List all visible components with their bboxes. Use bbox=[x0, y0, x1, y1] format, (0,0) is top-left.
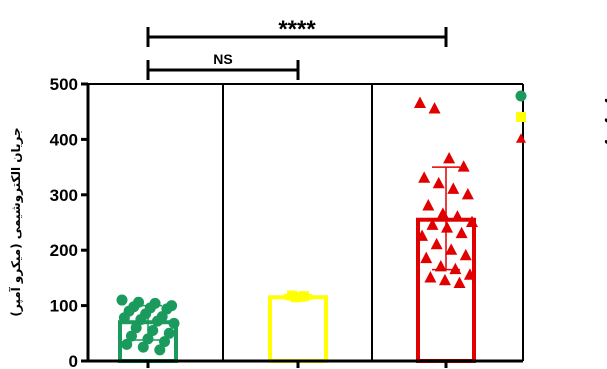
legend: منفی مشکوک مثبت bbox=[515, 90, 607, 148]
significance-label: **** bbox=[278, 16, 316, 43]
data-point bbox=[154, 344, 166, 356]
data-point bbox=[466, 215, 478, 228]
data-point bbox=[414, 96, 426, 108]
data-point bbox=[424, 271, 437, 283]
data-point bbox=[116, 294, 128, 306]
data-point bbox=[422, 199, 435, 211]
y-tick-label: 300 bbox=[50, 186, 78, 205]
data-point bbox=[420, 251, 433, 264]
legend-marker bbox=[516, 112, 526, 122]
data-point bbox=[430, 237, 443, 250]
data-point bbox=[436, 207, 449, 219]
data-point bbox=[416, 229, 429, 241]
data-point bbox=[447, 182, 460, 194]
data-point bbox=[426, 218, 439, 230]
y-tick-label: 100 bbox=[50, 297, 78, 316]
data-point bbox=[434, 259, 447, 272]
data-point bbox=[168, 317, 180, 329]
data-point bbox=[457, 160, 470, 172]
data-point bbox=[451, 210, 464, 222]
data-point bbox=[151, 315, 163, 327]
y-axis-label: جریان الکتروشیمی (میکرو آمپر) bbox=[8, 127, 24, 316]
legend-label: منفی bbox=[604, 90, 607, 105]
data-point bbox=[118, 312, 130, 324]
data-point bbox=[291, 292, 301, 303]
y-tick-label: 400 bbox=[50, 130, 78, 149]
data-point bbox=[455, 226, 468, 239]
y-tick-label: 200 bbox=[50, 241, 78, 260]
data-point bbox=[135, 313, 147, 325]
data-point bbox=[449, 262, 462, 275]
data-point bbox=[137, 341, 149, 353]
data-point bbox=[453, 276, 466, 288]
data-point bbox=[438, 273, 451, 286]
legend-marker bbox=[516, 133, 526, 143]
data-point bbox=[443, 151, 456, 164]
legend-label: مشکوک bbox=[604, 111, 607, 126]
legend-label: مثبت bbox=[604, 133, 607, 148]
data-point bbox=[461, 187, 474, 200]
y-tick-label: 500 bbox=[50, 75, 78, 94]
data-point bbox=[418, 171, 431, 183]
data-point bbox=[121, 338, 133, 350]
data-point bbox=[428, 102, 441, 114]
significance-layer: NS **** bbox=[146, 16, 448, 80]
data-point bbox=[147, 325, 159, 337]
data-point bbox=[130, 322, 142, 334]
data-point bbox=[432, 176, 445, 189]
bar-2 bbox=[268, 295, 328, 364]
data-point bbox=[125, 330, 137, 342]
data-point bbox=[142, 333, 154, 345]
y-tick-label: 0 bbox=[69, 352, 78, 369]
data-point bbox=[445, 243, 458, 255]
data-point bbox=[163, 327, 175, 339]
axes-layer: 0 100 200 300 400 500 bbox=[50, 75, 524, 369]
significance-label: NS bbox=[213, 51, 232, 67]
data-point bbox=[459, 248, 472, 261]
points-layer bbox=[116, 96, 478, 356]
data-point bbox=[463, 268, 476, 280]
legend-marker bbox=[515, 90, 527, 102]
data-point bbox=[441, 221, 454, 233]
data-point bbox=[159, 336, 171, 348]
